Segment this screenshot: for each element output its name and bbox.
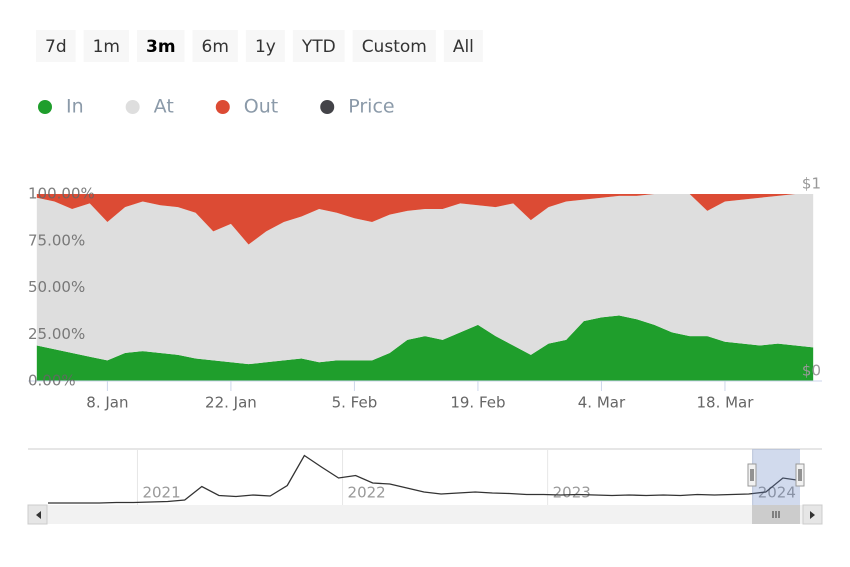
range-button[interactable]: 1m — [83, 30, 129, 62]
y-tick-label: 50.00% — [28, 278, 85, 296]
legend-item[interactable]: At — [125, 96, 174, 118]
legend-label[interactable]: In — [66, 96, 84, 118]
x-tick-label: 18. Mar — [696, 394, 754, 412]
navigator-label: 2022 — [348, 484, 386, 502]
y-tick-label: 25.00% — [28, 325, 85, 343]
navigator-bg — [28, 449, 822, 505]
navigator-label: 2024 — [758, 484, 796, 502]
range-button-bg[interactable] — [192, 30, 238, 62]
legend-marker[interactable] — [215, 100, 230, 114]
navigator-label: 2023 — [553, 484, 591, 502]
range-button-bg[interactable] — [137, 30, 185, 62]
navigator-handle[interactable] — [747, 463, 757, 487]
range-button-label[interactable]: All — [453, 37, 474, 57]
navigator-selection[interactable] — [752, 449, 800, 505]
y2-tick-label: $1 — [802, 175, 821, 193]
legend-item[interactable]: Price — [320, 96, 395, 118]
range-button-bg[interactable] — [352, 30, 436, 62]
arrow — [36, 511, 41, 519]
range-button-bg[interactable] — [292, 30, 345, 62]
area-at — [36, 194, 814, 365]
area-out — [36, 194, 814, 245]
y-tick-label: 75.00% — [28, 231, 85, 249]
x-tick-label: 22. Jan — [205, 394, 257, 412]
range-button-label[interactable]: 3m — [146, 37, 176, 57]
navigator-line — [48, 454, 801, 504]
range-button-label[interactable]: 6m — [202, 37, 229, 57]
x-tick-label: 19. Feb — [450, 394, 505, 412]
area-in — [36, 315, 814, 381]
range-button-label[interactable]: 7d — [45, 37, 67, 57]
legend-item[interactable]: Out — [215, 96, 278, 118]
range-button[interactable]: 1y — [245, 30, 285, 62]
range-button-bg[interactable] — [245, 30, 285, 62]
range-button-label[interactable]: 1m — [93, 37, 120, 57]
x-tick-label: 4. Mar — [578, 394, 626, 412]
legend-marker[interactable] — [320, 100, 335, 114]
scrollbar-track[interactable] — [28, 505, 822, 524]
y-tick-label: 100.00% — [28, 185, 95, 203]
legend-marker[interactable] — [38, 100, 52, 114]
range-button-bg[interactable] — [443, 30, 483, 62]
range-button[interactable]: YTD — [292, 30, 345, 62]
navigator-label: 2021 — [142, 484, 180, 502]
range-button[interactable]: 3m — [137, 30, 185, 62]
y2-tick-label: $0 — [802, 362, 821, 380]
legend-item[interactable]: In — [38, 96, 84, 118]
range-button-label[interactable]: Custom — [362, 37, 427, 57]
x-tick-label: 5. Feb — [332, 394, 378, 412]
x-tick-label: 8. Jan — [86, 394, 128, 412]
legend-label[interactable]: Out — [244, 96, 278, 118]
range-button[interactable]: 7d — [36, 30, 76, 62]
range-button-label[interactable]: YTD — [301, 37, 336, 57]
range-button[interactable]: Custom — [352, 30, 436, 62]
legend-marker[interactable] — [125, 100, 140, 114]
range-button-bg[interactable] — [36, 30, 76, 62]
arrow — [810, 511, 815, 519]
range-button[interactable]: All — [443, 30, 483, 62]
range-button-label[interactable]: 1y — [255, 37, 276, 57]
range-button[interactable]: 6m — [192, 30, 238, 62]
range-button-bg[interactable] — [83, 30, 129, 62]
navigator-handle[interactable] — [795, 463, 805, 487]
legend-label[interactable]: At — [154, 96, 174, 118]
legend-label[interactable]: Price — [348, 96, 394, 118]
y-tick-label: 0.00% — [28, 372, 76, 390]
